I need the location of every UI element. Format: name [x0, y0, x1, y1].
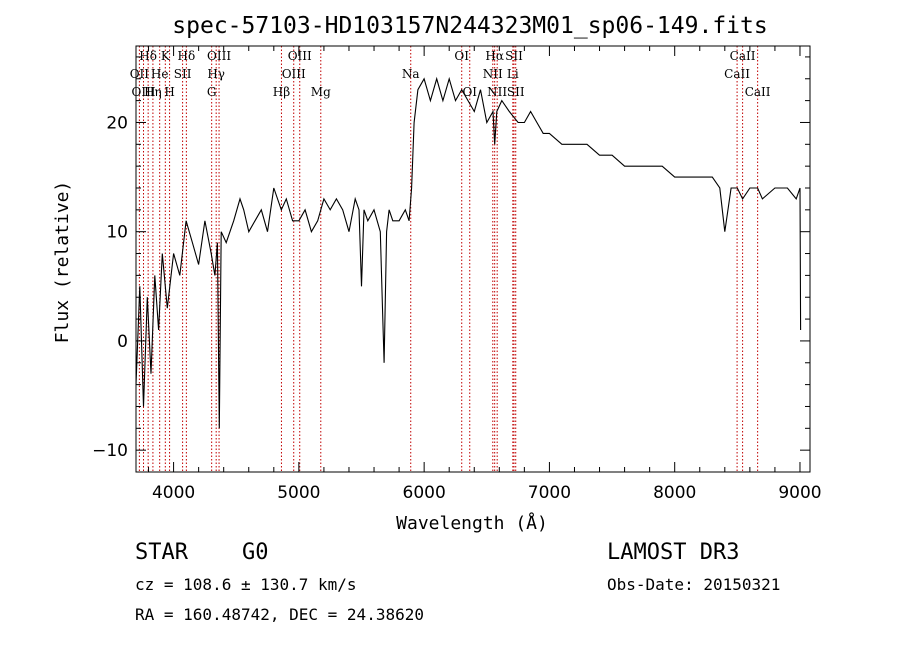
survey-name: LAMOST DR3	[607, 540, 740, 565]
chart-title: spec-57103-HD103157N244323M01_sp06-149.f…	[172, 13, 767, 39]
line-label-caii_a: CaII	[730, 49, 756, 63]
x-tick-label: 9000	[778, 483, 821, 503]
y-axis-ticks: −10 0 10 20	[92, 56, 810, 473]
y-axis-label: Flux (relative)	[52, 181, 73, 344]
line-label-caii_b: CaII	[724, 67, 750, 81]
line-label-g: G	[207, 85, 217, 99]
spectral-subclass: G0	[242, 540, 269, 565]
spectrum-chart: spec-57103-HD103157N244323M01_sp06-149.f…	[52, 13, 822, 534]
line-label-h: H	[164, 85, 174, 99]
line-label-hδ2: Hδ	[178, 49, 196, 63]
x-axis-ticks: 4000 5000 6000 7000 8000 9000	[148, 46, 822, 503]
line-label-oiii_a: OIII	[207, 49, 231, 63]
line-label-oiii_c: OIII	[282, 67, 306, 81]
x-tick-label: 7000	[528, 483, 571, 503]
line-label-oiii_d: OIII	[131, 85, 155, 99]
line-label-mg: Mg	[311, 85, 331, 99]
x-axis-label: Wavelength (Å)	[396, 512, 548, 534]
observation-date: Obs-Date: 20150321	[607, 575, 781, 594]
y-tick-label: 0	[117, 332, 128, 352]
line-label-sii_b: SII	[174, 67, 192, 81]
line-label-oi_b: OI	[462, 85, 477, 99]
line-label-li: Li	[507, 67, 519, 81]
line-label-oii: OII	[130, 67, 150, 81]
line-label-sii_c: SII	[507, 85, 525, 99]
line-label-nii_a: NII	[483, 67, 503, 81]
object-type: STAR	[135, 540, 188, 565]
line-label-na: Na	[402, 67, 420, 81]
line-label-hα: Hα	[485, 49, 504, 63]
emission-line-markers	[138, 46, 759, 472]
line-label-oi_a: OI	[454, 49, 469, 63]
line-label-hη: Hη	[144, 85, 162, 99]
y-tick-label: 10	[106, 223, 128, 243]
line-label-nii_b: NII	[487, 85, 507, 99]
line-label-hδ: Hδ	[139, 49, 157, 63]
line-label-caii_c: CaII	[745, 85, 771, 99]
line-label-k: K	[161, 49, 171, 63]
line-label-hβ: Hβ	[273, 85, 290, 99]
redshift-velocity: cz = 108.6 ± 130.7 km/s	[135, 575, 357, 594]
x-tick-label: 6000	[403, 483, 446, 503]
coordinates: RA = 160.48742, DEC = 24.38620	[135, 605, 424, 624]
y-tick-label: −10	[92, 441, 128, 461]
line-label-oiii_b: OIII	[288, 49, 312, 63]
plot-frame	[135, 45, 811, 473]
y-tick-label: 20	[106, 113, 128, 133]
flux-series-line	[135, 76, 802, 429]
x-tick-label: 8000	[653, 483, 696, 503]
line-label-sii_a: SII	[505, 49, 523, 63]
line-label-he: He	[151, 67, 169, 81]
line-label-hγ: Hγ	[207, 67, 225, 81]
x-tick-label: 4000	[152, 483, 195, 503]
x-tick-label: 5000	[277, 483, 320, 503]
